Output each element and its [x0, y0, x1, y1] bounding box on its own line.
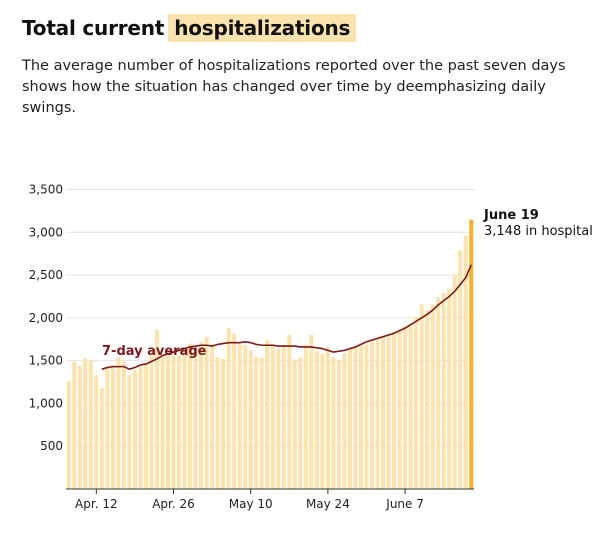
bar: [210, 344, 215, 489]
bar-latest: [469, 219, 474, 489]
bar: [331, 357, 336, 489]
bar: [248, 350, 253, 489]
bar: [458, 250, 463, 489]
bar: [281, 345, 286, 489]
bar: [110, 364, 115, 489]
y-tick-label: 500: [40, 439, 63, 453]
bar: [116, 357, 121, 489]
bar: [392, 331, 397, 489]
bar: [138, 366, 143, 489]
bar: [408, 323, 413, 489]
bar: [287, 334, 292, 489]
bar: [270, 343, 275, 489]
y-tick-label: 2,000: [29, 311, 63, 325]
x-tick-label: May 24: [306, 497, 350, 511]
bar: [127, 375, 132, 489]
y-tick-label: 3,500: [29, 183, 63, 197]
bar: [99, 388, 104, 489]
x-tick-label: June 7: [385, 497, 424, 511]
x-tick-label: May 10: [229, 497, 273, 511]
bar: [347, 348, 352, 489]
bar: [303, 344, 308, 489]
bar: [94, 375, 99, 489]
annotation-date: June 19: [483, 208, 539, 223]
chart-title: Total current hospitalizations: [22, 14, 357, 42]
y-tick-label: 2,500: [29, 268, 63, 282]
bar: [215, 357, 220, 489]
bar: [171, 356, 176, 489]
bar: [342, 352, 347, 489]
bar: [88, 359, 93, 489]
bar: [425, 310, 430, 489]
bar: [353, 346, 358, 489]
bar: [430, 304, 435, 489]
bar: [83, 358, 88, 489]
axes-group: 500 1,000 1,500 2,000 2,500 3,000 3,500 Apr. 12…: [29, 183, 474, 511]
bar: [452, 274, 457, 489]
bar: [292, 359, 297, 489]
bar: [143, 362, 148, 489]
bar: [309, 334, 314, 489]
bar: [160, 355, 165, 489]
bar: [66, 381, 71, 489]
bar: [419, 304, 424, 489]
bar: [154, 329, 160, 489]
title-highlight: hospitalizations: [168, 14, 357, 42]
bar: [232, 333, 237, 489]
y-tick-label: 3,000: [29, 225, 63, 239]
bar: [364, 344, 369, 489]
bar: [165, 354, 171, 489]
bar: [403, 326, 408, 489]
bar: [77, 365, 82, 489]
bar: [463, 235, 468, 489]
bar: [336, 359, 341, 489]
avg-line-label: 7-day average: [102, 344, 207, 359]
bar: [436, 297, 441, 489]
title-prefix: Total current: [22, 16, 165, 40]
bar: [298, 357, 303, 489]
bars-group: [66, 219, 474, 489]
bar: [386, 334, 391, 489]
bar: [375, 338, 380, 489]
seven-day-average-line: [101, 264, 472, 371]
bar: [358, 346, 364, 489]
bar: [254, 357, 259, 489]
bar: [276, 348, 281, 489]
bar: [314, 350, 319, 489]
bar: [237, 344, 242, 489]
bar: [441, 293, 446, 489]
bar: [414, 317, 419, 489]
bar: [204, 336, 209, 489]
bar: [193, 348, 198, 489]
x-tick-label: Apr. 12: [75, 497, 118, 511]
annotation-value: 3,148 in hospital: [484, 224, 593, 239]
bar: [369, 341, 375, 489]
bar: [176, 355, 182, 489]
y-tick-label: 1,000: [29, 396, 63, 410]
bar: [259, 358, 264, 489]
bar: [325, 346, 330, 489]
bar: [397, 328, 402, 489]
bar: [149, 355, 154, 489]
bar: [72, 361, 77, 489]
x-tick-label: Apr. 26: [152, 497, 195, 511]
bar: [243, 345, 248, 489]
grid-lines: [66, 189, 474, 447]
bar: [105, 367, 110, 489]
bar: [221, 358, 226, 489]
y-tick-label: 1,500: [29, 354, 63, 368]
chart-subtitle: The average number of hospitalizations r…: [22, 58, 566, 116]
bar: [188, 343, 193, 489]
bar: [182, 350, 187, 489]
bar: [447, 288, 452, 489]
bar: [199, 341, 204, 489]
bar: [380, 335, 386, 489]
bar: [132, 370, 137, 489]
bar: [121, 361, 126, 489]
bar: [320, 353, 325, 489]
bar: [226, 328, 231, 489]
bar: [265, 340, 270, 489]
